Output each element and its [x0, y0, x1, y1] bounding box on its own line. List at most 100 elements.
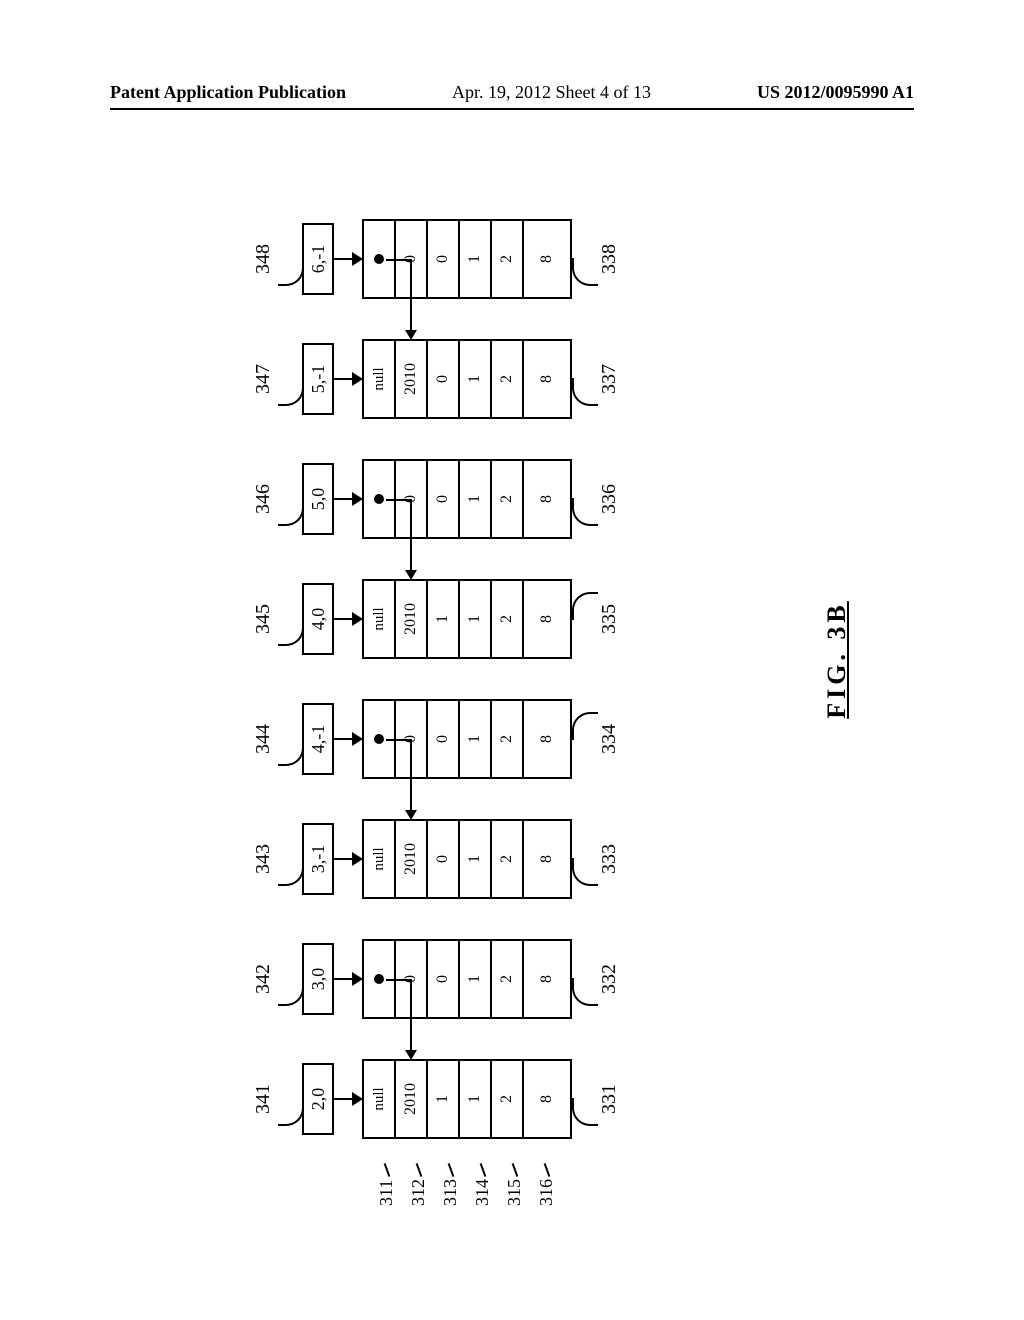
- lead-line: [278, 258, 304, 286]
- stack-cell: 1: [428, 1061, 460, 1137]
- column-key-box: 5,-1: [302, 343, 334, 415]
- column-top-ref: 348: [252, 244, 276, 274]
- stack-cell: 2010: [396, 581, 428, 657]
- column-top-ref: 342: [252, 964, 276, 994]
- stack-cell: 2: [492, 461, 524, 537]
- down-arrow-icon: [332, 258, 362, 260]
- stack-cell: 2010: [396, 1061, 428, 1137]
- stack-cell: 1: [460, 461, 492, 537]
- stack-cell: 2: [492, 701, 524, 777]
- column-key-box: 4,0: [302, 583, 334, 655]
- lead-line: [278, 618, 304, 646]
- header-center: Apr. 19, 2012 Sheet 4 of 13: [452, 82, 651, 103]
- down-arrow-icon: [332, 498, 362, 500]
- column-top-ref: 346: [252, 484, 276, 514]
- stack-cell: 8: [524, 941, 570, 1017]
- down-arrow-icon: [332, 378, 362, 380]
- data-stack: null20101128: [362, 1059, 572, 1139]
- down-arrow-icon: [332, 858, 362, 860]
- pointer-arrow-icon: [410, 259, 412, 339]
- column-top-ref: 343: [252, 844, 276, 874]
- figure-caption: FIG. 3B: [822, 601, 852, 719]
- diagram-columns: 3412,0null201011283313423,0001283323433,…: [252, 170, 622, 1150]
- down-arrow-icon: [332, 618, 362, 620]
- column-key-box: 4,-1: [302, 703, 334, 775]
- column-key-box: 2,0: [302, 1063, 334, 1135]
- figure-3b: 311 312 313 314 315 316 3412,0null201011…: [252, 170, 772, 1150]
- stack-cell: 0: [428, 821, 460, 897]
- lead-line: [278, 498, 304, 526]
- stack-cell: 8: [524, 221, 570, 297]
- lead-line: [572, 498, 598, 526]
- lead-line: [572, 1098, 598, 1126]
- column-top-ref: 341: [252, 1084, 276, 1114]
- stack-cell: 2: [492, 941, 524, 1017]
- lead-line: [572, 978, 598, 1006]
- header-left: Patent Application Publication: [110, 82, 346, 103]
- lead-line: [278, 858, 304, 886]
- pointer-dot-icon: [374, 974, 384, 984]
- down-arrow-icon: [332, 978, 362, 980]
- pointer-arrow-icon: [410, 499, 412, 579]
- column-bottom-ref: 335: [598, 604, 622, 634]
- stack-cell: 8: [524, 1061, 570, 1137]
- lead-line: [572, 712, 598, 740]
- stack-cell: 1: [460, 221, 492, 297]
- stack-cell: 8: [524, 821, 570, 897]
- diagram-column: 341 2,0 null20101128 331: [252, 1048, 622, 1150]
- lead-line: [278, 978, 304, 1006]
- column-bottom-ref: 331: [598, 1084, 622, 1114]
- page: Patent Application Publication Apr. 19, …: [0, 0, 1024, 1320]
- stack-cell: 0: [428, 941, 460, 1017]
- stack-cell: 1: [460, 701, 492, 777]
- stack-cell: 2010: [396, 821, 428, 897]
- stack-cell: 0: [428, 701, 460, 777]
- stack-cell: 2: [492, 821, 524, 897]
- header-rule: [110, 108, 914, 110]
- diagram-column: 345 4,0 null20101128 335: [252, 568, 622, 670]
- column-key-box: 3,-1: [302, 823, 334, 895]
- column-bottom-ref: 338: [598, 244, 622, 274]
- column-key-box: 5,0: [302, 463, 334, 535]
- stack-cell: 8: [524, 461, 570, 537]
- lead-line: [278, 378, 304, 406]
- lead-line: [278, 738, 304, 766]
- column-top-ref: 347: [252, 364, 276, 394]
- stack-cell: null: [364, 341, 396, 417]
- down-arrow-icon: [332, 738, 362, 740]
- diagram-column: 3433,-1null20100128333: [252, 808, 622, 910]
- lead-line: [572, 858, 598, 886]
- column-bottom-ref: 337: [598, 364, 622, 394]
- data-stack: null20100128: [362, 339, 572, 419]
- column-key-box: 6,-1: [302, 223, 334, 295]
- stack-cell: 8: [524, 341, 570, 417]
- diagram-column: 3423,000128332: [252, 928, 622, 1030]
- column-bottom-ref: 334: [598, 724, 622, 754]
- diagram-column: 3486,-100128338: [252, 208, 622, 310]
- stack-cell: 2: [492, 1061, 524, 1137]
- pointer-arrow-icon: [410, 979, 412, 1059]
- header-right: US 2012/0095990 A1: [757, 82, 914, 103]
- stack-cell: 0: [428, 341, 460, 417]
- data-stack: null20101128: [362, 579, 572, 659]
- column-bottom-ref: 332: [598, 964, 622, 994]
- data-stack: null20100128: [362, 819, 572, 899]
- lead-line: [572, 258, 598, 286]
- column-top-ref: 345: [252, 604, 276, 634]
- pointer-dot-icon: [374, 254, 384, 264]
- stack-cell: 1: [460, 341, 492, 417]
- row-label: 316: [530, 1179, 562, 1206]
- row-label: 311: [370, 1179, 402, 1206]
- down-arrow-icon: [332, 1098, 362, 1100]
- stack-cell: 8: [524, 581, 570, 657]
- stack-cell: 0: [428, 221, 460, 297]
- page-header: Patent Application Publication Apr. 19, …: [0, 82, 1024, 103]
- lead-line: [572, 592, 598, 620]
- diagram-column: 3444,-100128334: [252, 688, 622, 790]
- stack-cell: 1: [460, 941, 492, 1017]
- row-label: 315: [498, 1179, 530, 1206]
- stack-cell: 2: [492, 581, 524, 657]
- diagram-column: 347 5,-1 null20100128 337: [252, 328, 622, 430]
- stack-cell: null: [364, 821, 396, 897]
- pointer-dot-icon: [374, 734, 384, 744]
